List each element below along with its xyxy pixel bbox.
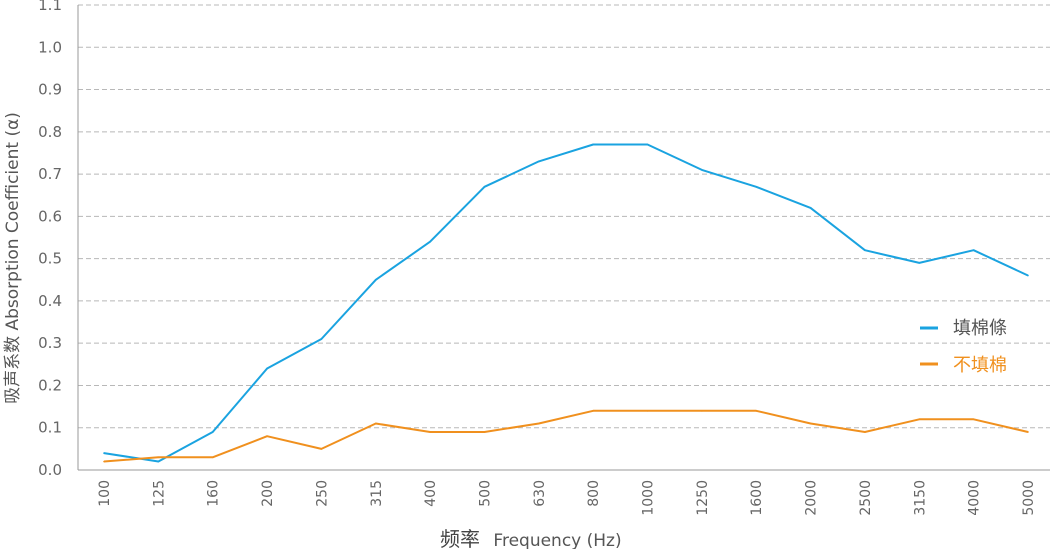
data-point <box>320 448 323 450</box>
data-point <box>211 431 214 433</box>
axes <box>77 5 1050 471</box>
data-point <box>538 160 540 163</box>
grid <box>78 4 1050 429</box>
x-axis-title-cn: 频率 <box>440 527 480 549</box>
x-tick-label: 1600 <box>749 480 765 516</box>
data-point <box>374 278 377 281</box>
data-point <box>918 262 921 264</box>
x-axis-title: 频率 Frequency (Hz) <box>440 527 622 549</box>
data-point <box>646 143 649 146</box>
y-tick-label: 1.1 <box>38 0 62 14</box>
y-tick-label: 0.9 <box>38 81 62 99</box>
legend-item-unfilled: 不填棉 <box>920 355 1007 376</box>
data-point <box>320 338 323 340</box>
y-tick-label: 0.1 <box>38 419 62 437</box>
x-tick-label: 630 <box>532 480 548 507</box>
data-point <box>592 410 594 412</box>
data-point <box>755 185 758 188</box>
y-tick-labels: 0.0 0.1 0.2 0.3 0.4 0.5 0.6 0.7 0.8 0.9 1.0 1.1 <box>38 0 62 479</box>
y-tick-label: 0.7 <box>38 165 62 183</box>
legend-item-filled: 填棉條 <box>920 318 1007 339</box>
x-tick-label: 200 <box>260 480 276 507</box>
data-point <box>429 240 431 243</box>
legend: 填棉條 不填棉 <box>920 318 1007 376</box>
data-point <box>157 456 160 459</box>
legend-label-unfilled: 不填棉 <box>953 355 1007 376</box>
x-tick-label: 400 <box>423 480 439 507</box>
data-point <box>701 410 703 412</box>
y-tick-label: 0.8 <box>38 123 62 141</box>
x-tick-label: 315 <box>369 480 385 507</box>
data-point <box>103 460 105 463</box>
y-tick-label: 0.5 <box>38 250 62 268</box>
data-point <box>592 143 594 146</box>
data-point <box>972 249 975 251</box>
data-point <box>1027 274 1029 277</box>
y-tick-label: 0.0 <box>38 461 62 479</box>
data-point <box>266 435 268 437</box>
legend-label-filled: 填棉條 <box>953 318 1007 339</box>
data-point <box>918 418 921 421</box>
x-tick-label: 2500 <box>858 480 874 516</box>
data-point <box>1027 431 1029 433</box>
x-tick-label: 250 <box>314 480 330 507</box>
data-point <box>809 422 812 425</box>
data-point <box>266 367 268 370</box>
x-tick-label: 5000 <box>1021 480 1037 516</box>
y-axis-title: 吸声系数 Absorption Coefficient (α) <box>3 112 23 404</box>
x-axis-title-en: Frequency (Hz) <box>493 531 621 549</box>
data-point <box>483 185 486 188</box>
x-tick-label: 3150 <box>912 480 928 516</box>
data-point <box>483 431 486 433</box>
x-tick-label: 125 <box>151 480 167 507</box>
data-point <box>374 422 377 425</box>
y-tick-label: 0.3 <box>38 334 62 352</box>
y-tick-label: 0.6 <box>38 207 62 225</box>
series-line-0 <box>103 143 1029 463</box>
data-point <box>755 410 758 412</box>
data-point <box>646 410 649 412</box>
x-tick-label: 160 <box>206 480 222 507</box>
data-point <box>864 249 866 251</box>
data-point <box>157 460 160 463</box>
x-tick-label: 100 <box>97 480 113 507</box>
data-point <box>864 431 866 433</box>
series-line-1 <box>103 409 1029 463</box>
data-point <box>429 431 431 433</box>
x-tick-label: 1000 <box>641 480 657 516</box>
data-point <box>809 207 812 209</box>
data-point <box>972 418 975 421</box>
x-tick-label: 800 <box>586 480 602 507</box>
series-lines <box>103 143 1029 463</box>
x-tick-labels: 100 125 160 200 250 315 400 500 630 800 1000 1250 16… <box>97 480 1037 516</box>
data-point <box>211 456 214 459</box>
x-tick-label: 2000 <box>804 480 820 516</box>
y-tick-label: 1.0 <box>38 38 62 56</box>
y-tick-label: 0.2 <box>38 376 62 394</box>
data-point <box>538 422 540 425</box>
data-point <box>103 452 105 454</box>
x-tick-label: 1250 <box>695 480 711 516</box>
x-tick-label: 500 <box>477 480 493 507</box>
y-tick-label: 0.4 <box>38 292 62 310</box>
data-point <box>701 169 703 171</box>
x-tick-label: 4000 <box>967 480 983 516</box>
